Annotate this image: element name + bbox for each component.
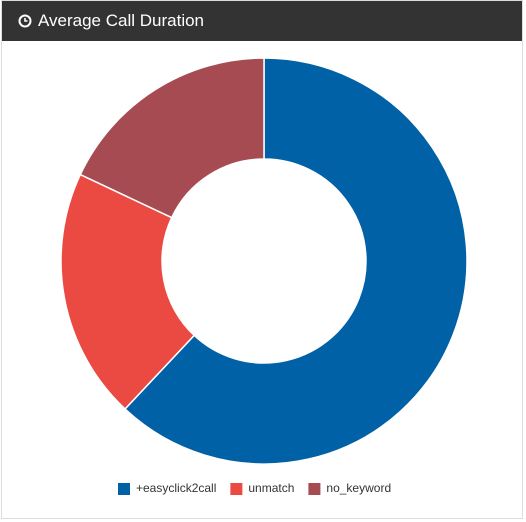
legend-swatch xyxy=(118,483,130,495)
chart: +easyclick2call unmatch no_keyword xyxy=(60,57,468,495)
donut-slice xyxy=(123,57,468,465)
donut-slice xyxy=(60,173,196,411)
panel-header: Average Call Duration xyxy=(2,1,522,41)
donut-slice xyxy=(79,57,265,219)
chart-title: Average Call Duration xyxy=(38,11,204,30)
clock-icon xyxy=(18,14,32,28)
legend-label: unmatch xyxy=(248,481,294,495)
legend-swatch xyxy=(230,483,243,495)
legend-label: +easyclick2call xyxy=(136,481,216,495)
legend-swatch xyxy=(308,483,321,495)
legend-label: no_keyword xyxy=(326,481,391,495)
